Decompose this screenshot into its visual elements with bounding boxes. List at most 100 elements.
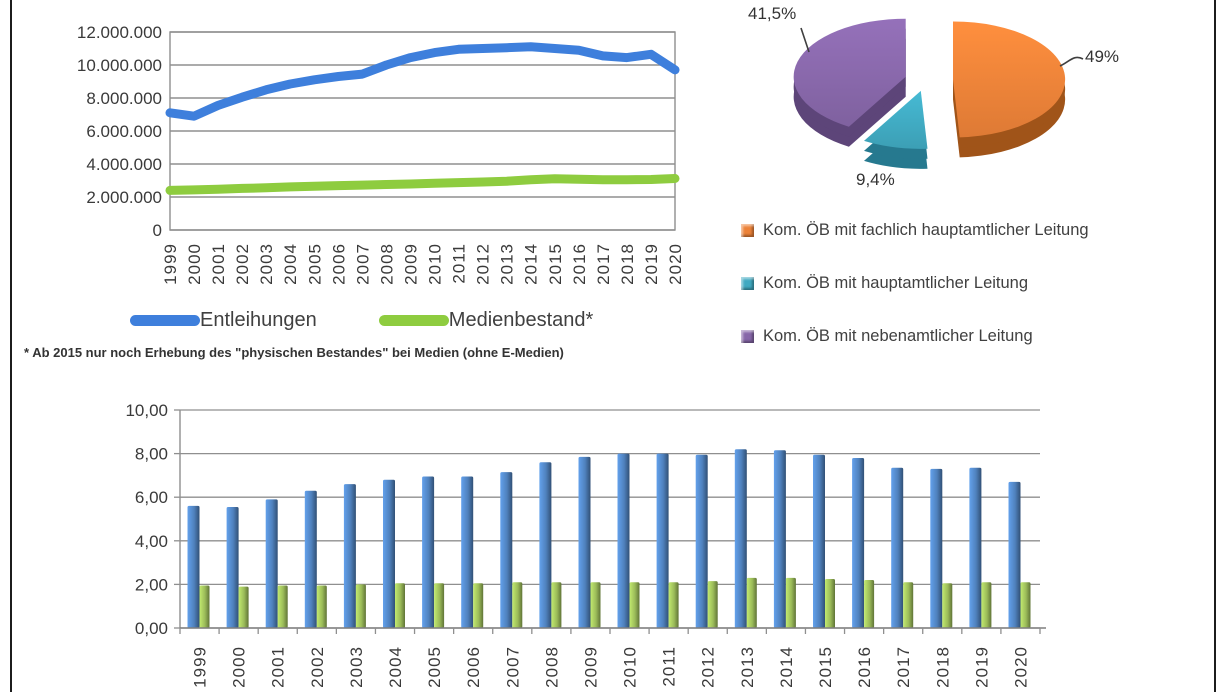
bar-series1-2015 xyxy=(813,454,825,628)
bar-series1-1999 xyxy=(187,505,200,628)
bar-chart-x-tick-label: 2017 xyxy=(894,646,913,688)
entleihungen-legend-label: Entleihungen xyxy=(200,309,317,331)
bar-series1-2010 xyxy=(617,453,630,628)
bar-chart-y-tick-label: 6,00 xyxy=(135,488,168,507)
bar-series2-2017 xyxy=(903,582,914,628)
line-chart-y-tick-label: 8.000.000 xyxy=(86,89,162,108)
pie-leader-line-nebenamtlich xyxy=(800,27,810,53)
pie-slice-2 xyxy=(793,18,906,127)
bar-series1-2008 xyxy=(539,462,552,628)
pie-leader-line-fachlich xyxy=(1059,56,1084,67)
line-chart-y-tick-label: 4.000.000 xyxy=(86,155,162,174)
line-chart-y-tick-label: 6.000.000 xyxy=(86,122,162,141)
bar-series1-2016 xyxy=(852,458,865,628)
bar-chart-x-tick-label: 2001 xyxy=(269,646,288,688)
medienbestand-legend-label: Medienbestand* xyxy=(448,309,594,331)
bar-series1-2009 xyxy=(578,456,591,628)
bar-chart-x-tick-label: 2000 xyxy=(230,646,249,688)
line-chart-x-tick-label: 2020 xyxy=(666,243,685,285)
pie-slice-0 xyxy=(953,21,1066,138)
purple-legend-swatch xyxy=(741,330,754,343)
pie-legend-row-fachlich: Kom. ÖB mit fachlich hauptamtlicher Leit… xyxy=(741,221,1089,240)
bar-series2-2006 xyxy=(473,583,484,628)
bar-chart-y-tick-label: 8,00 xyxy=(135,445,168,464)
pie-label-nebenamtlich: 41,5% xyxy=(748,4,797,23)
bar-series1-2000 xyxy=(226,507,239,628)
medienbestand-line-swatch xyxy=(378,315,449,326)
pie-label-hauptamtlich: 9,4% xyxy=(856,170,895,189)
line-chart-y-tick-label: 12.000.000 xyxy=(77,23,162,42)
bar-chart-x-tick-label: 2004 xyxy=(386,646,405,688)
line-chart-x-tick-label: 2012 xyxy=(474,243,493,285)
pie-legend-row-nebenamtlich: Kom. ÖB mit nebenamtlicher Leitung xyxy=(741,327,1033,346)
line-chart-x-tick-label: 2006 xyxy=(329,243,348,285)
line-chart-plot-border xyxy=(169,31,676,231)
bar-chart-x-tick-label: 2016 xyxy=(855,646,874,688)
bar-series2-2012 xyxy=(707,581,718,628)
bar-series2-2004 xyxy=(395,583,405,628)
bar-series1-2002 xyxy=(304,490,317,628)
bar-chart-x-tick-label: 2006 xyxy=(464,646,483,688)
bar-chart-x-tick-label: 2007 xyxy=(503,646,522,688)
line-chart-x-tick-label: 2001 xyxy=(209,243,228,285)
line-chart-x-tick-label: 2015 xyxy=(546,243,565,285)
line-chart-y-tick-label: 10.000.000 xyxy=(77,56,162,75)
line-chart-y-tick-label: 0 xyxy=(153,221,162,240)
bar-series1-2006 xyxy=(461,476,474,628)
bar-series1-2005 xyxy=(422,476,435,628)
line-chart-x-tick-label: 2008 xyxy=(377,243,396,285)
line-chart-x-tick-label: 2018 xyxy=(618,243,637,285)
bar-chart-x-tick-label: 2013 xyxy=(738,646,757,688)
bar-series2-2013 xyxy=(746,577,757,628)
bar-series1-2011 xyxy=(656,453,669,628)
bar-chart-x-tick-label: 2012 xyxy=(699,646,718,688)
bar-chart-x-tick-label: 2005 xyxy=(425,646,444,688)
line-chart-x-tick-label: 2013 xyxy=(498,243,517,285)
bar-chart-y-tick-label: 0,00 xyxy=(135,619,168,638)
bar-series1-2013 xyxy=(734,449,747,628)
line-chart-x-tick-label: 2002 xyxy=(233,243,252,285)
line-chart-x-tick-label: 2005 xyxy=(305,243,324,285)
teal-legend-swatch xyxy=(741,277,754,290)
bar-series1-2003 xyxy=(343,484,356,628)
line-chart-x-tick-label: 2009 xyxy=(401,243,420,285)
bar-chart-x-tick-label: 2018 xyxy=(933,646,952,688)
bar-chart-x-tick-label: 2019 xyxy=(972,646,991,688)
line-chart-x-tick-label: 2014 xyxy=(522,243,541,285)
pie-slice-1 xyxy=(864,90,928,149)
bar-series2-2007 xyxy=(512,582,523,628)
bar-series2-2014 xyxy=(785,577,796,628)
bar-chart-y-tick-label: 2,00 xyxy=(135,575,168,594)
bar-series2-2003 xyxy=(355,584,366,628)
bar-series2-2019 xyxy=(981,582,992,628)
bar-series2-2008 xyxy=(551,582,562,628)
line-chart-x-tick-label: 2004 xyxy=(281,243,300,285)
bar-chart-x-tick-label: 2008 xyxy=(542,646,561,688)
bar-series2-2020 xyxy=(1020,582,1031,628)
bar-series2-2015 xyxy=(825,579,835,629)
bar-chart-x-tick-label: 2020 xyxy=(1011,646,1030,688)
bar-chart-x-tick-label: 2011 xyxy=(660,646,679,687)
bar-chart-x-tick-label: 2015 xyxy=(816,646,835,688)
line-chart-legend: Entleihungen Medienbestand* xyxy=(130,309,593,332)
bar-series2-2010 xyxy=(629,582,640,628)
line-chart-footnote: * Ab 2015 nur noch Erhebung des "physisc… xyxy=(24,345,564,360)
pie-legend-label-hauptamtlich: Kom. ÖB mit hauptamtlicher Leitung xyxy=(763,274,1029,292)
line-chart-y-tick-label: 2.000.000 xyxy=(86,188,162,207)
bar-chart-x-tick-label: 2002 xyxy=(308,646,327,688)
bar-series1-2012 xyxy=(695,454,708,628)
bar-series1-2020 xyxy=(1008,481,1021,628)
bar-chart-x-tick-label: 2003 xyxy=(347,646,366,688)
bar-series2-2001 xyxy=(277,585,288,628)
bar-series2-2000 xyxy=(238,586,249,628)
left-border-line xyxy=(10,0,12,692)
line-series-0 xyxy=(165,42,680,121)
line-chart-x-tick-label: 2017 xyxy=(594,243,613,285)
line-chart-x-tick-label: 2019 xyxy=(642,243,661,285)
line-chart-x-tick-label: 2000 xyxy=(185,243,204,285)
bar-chart-x-tick-label: 2014 xyxy=(777,646,796,688)
pie-legend-label-nebenamtlich: Kom. ÖB mit nebenamtlicher Leitung xyxy=(763,327,1033,345)
line-chart-x-tick-label: 2010 xyxy=(426,243,445,285)
